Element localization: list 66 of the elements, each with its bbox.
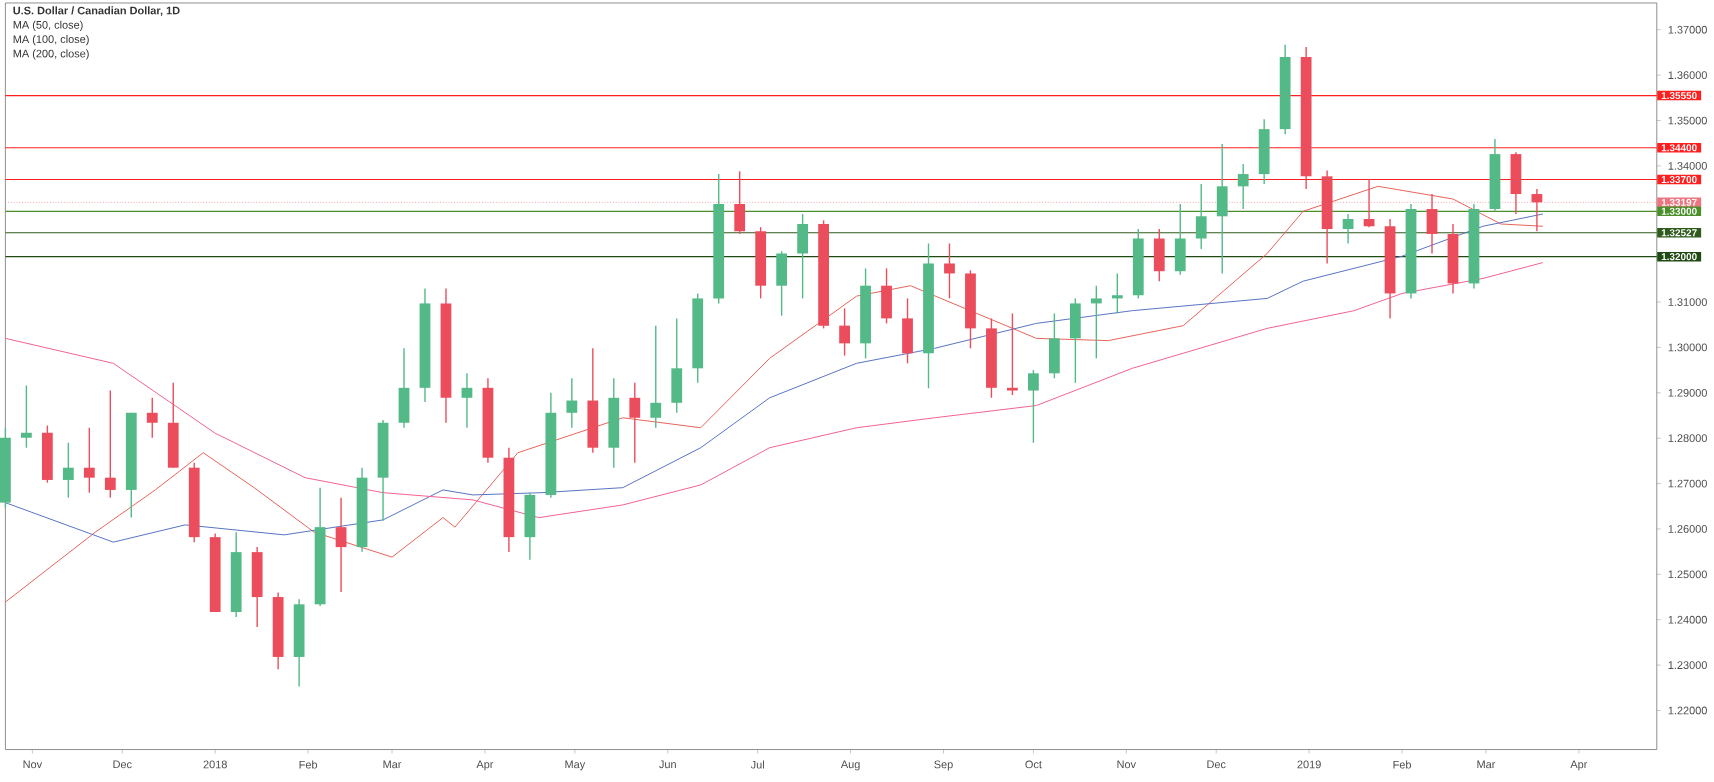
candlestick [62,441,74,499]
y-tick-label: 1.30000 [1668,343,1707,352]
y-tick-label: 1.27000 [1668,479,1707,488]
x-tick-label: Sep [934,760,953,771]
x-tick-label: Feb [1393,760,1411,769]
candlestick [1363,178,1375,228]
candlestick [566,377,578,429]
y-tick-label: 1.31000 [1668,297,1707,306]
chart-title: U.S. Dollar / Canadian Dollar, 1D [13,6,180,16]
y-tick-label: 1.26000 [1668,524,1707,533]
y-tick-label: 1.25000 [1668,570,1707,579]
ref-line-label: 1.35550 [1661,91,1697,99]
y-tick-label: 1.23000 [1668,661,1707,669]
candlestick [83,426,95,494]
candlestick [461,372,473,429]
annotation: MA (200, close) [13,49,89,60]
x-tick-label: Nov [1117,760,1136,768]
y-tick-label: 1.28000 [1668,434,1707,442]
candlestick [146,396,158,439]
y-tick-label: 1.37000 [1668,25,1707,34]
candlestick [104,389,116,499]
x-tick-label: 2018 [203,760,227,769]
x-tick-label: Dec [113,760,132,768]
ref-line-label: 1.34400 [1661,144,1697,152]
line-series [4,185,1544,603]
ref-line-label: 1.32000 [1661,252,1697,261]
x-tick-label: Mar [1477,760,1496,768]
candlestick [1028,369,1039,444]
x-tick-label: Apr [1570,760,1588,771]
ref-line-label: 1.33000 [1661,207,1697,215]
annotation: MA (50, close) [13,20,83,31]
ref-line-label: 1.33197 [1661,198,1697,206]
ref-line-label: 1.32527 [1661,229,1697,237]
candlestick [1090,284,1102,359]
candlestick [335,496,347,593]
candlestick [650,324,662,429]
candlestick [20,384,32,449]
candlestick [629,381,641,464]
x-tick-label: Aug [840,760,860,771]
x-tick-label: Jun [659,760,676,768]
y-tick-label: 1.35000 [1668,116,1707,125]
candlestick [1111,272,1123,314]
y-tick-label: 1.34000 [1668,161,1707,170]
annotation: MA (100, close) [13,34,89,46]
line-series [4,213,1544,543]
x-tick-label: 2019 [1297,760,1321,769]
x-tick-label: Mar [383,760,402,768]
candlestick [1007,312,1018,396]
x-tick-label: Oct [1025,760,1042,769]
y-tick-label: 1.36000 [1668,71,1707,79]
x-tick-label: Feb [299,760,318,769]
x-tick-label: Apr [476,760,494,771]
candlestick [1237,163,1249,210]
x-tick-label: Nov [23,760,43,768]
ref-line-label: 1.33700 [1661,175,1697,183]
y-tick-label: 1.29000 [1668,388,1707,397]
y-tick-label: 1.22000 [1668,706,1707,715]
candlestick [839,307,850,357]
x-tick-label: Jul [750,760,764,769]
y-tick-label: 1.24000 [1668,615,1707,624]
x-tick-label: Dec [1207,760,1226,768]
line-series [4,261,1544,518]
candlestick [1195,183,1207,250]
candlestick [944,242,955,299]
candlestick [1342,213,1354,245]
x-tick-label: May [565,760,586,771]
